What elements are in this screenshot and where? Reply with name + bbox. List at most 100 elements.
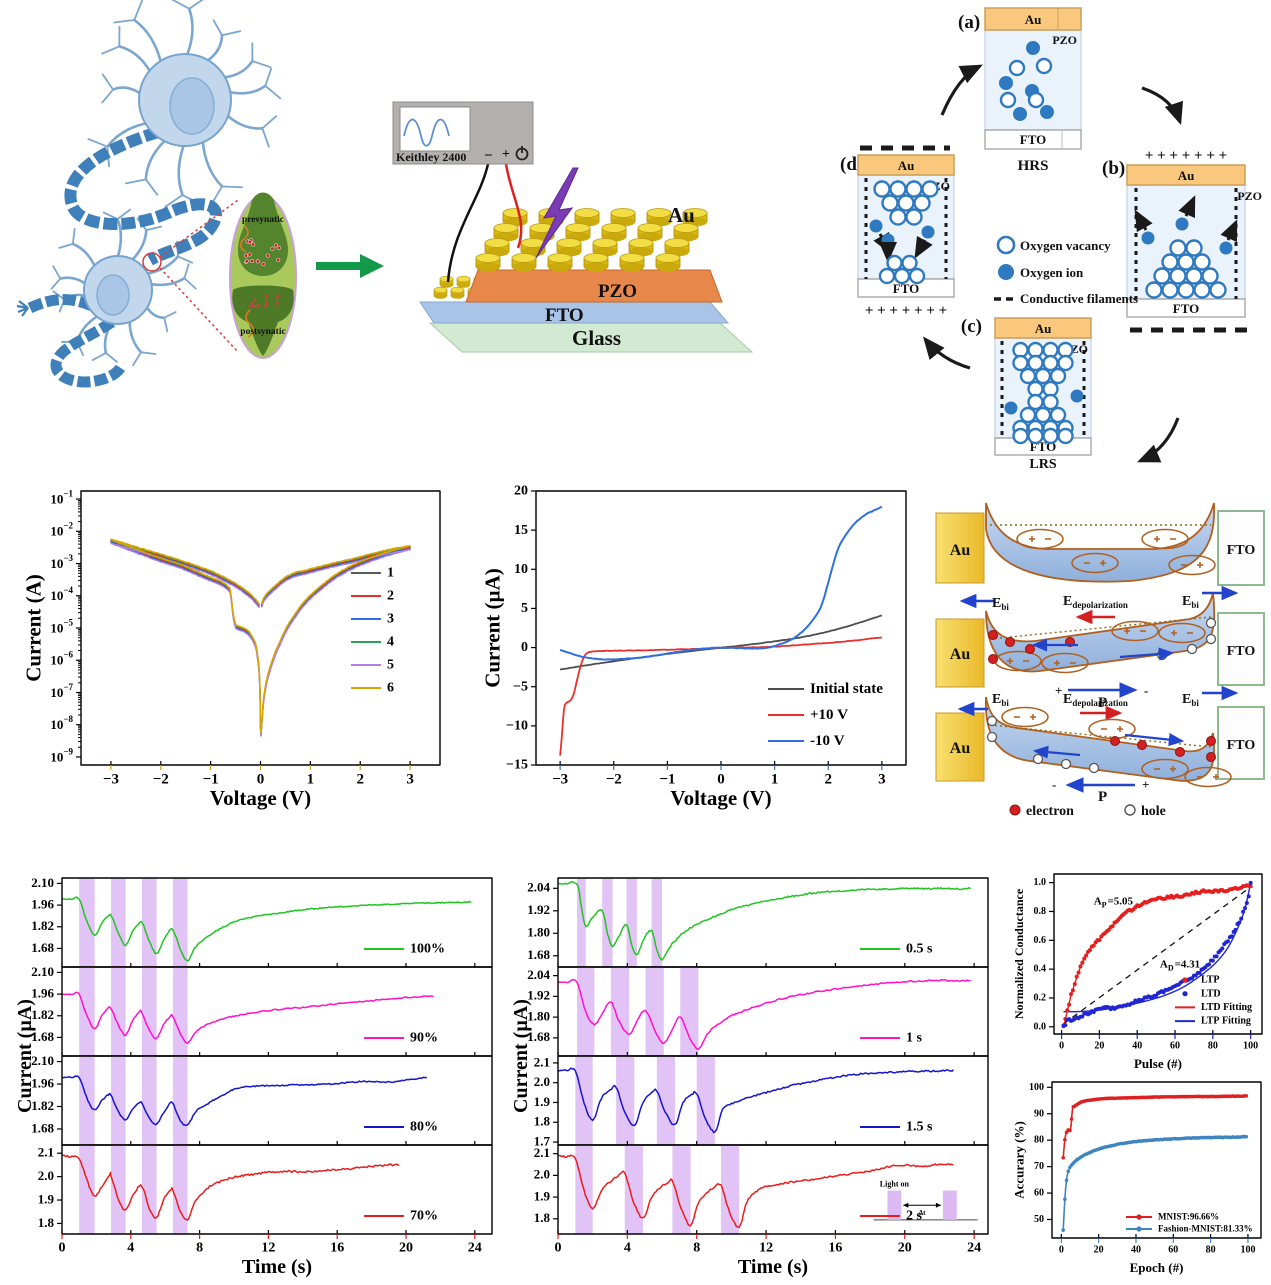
nerve-ending (16, 300, 29, 317)
fto-label: FTO (545, 305, 584, 326)
au-a (984, 7, 1082, 31)
fermi-level (989, 616, 1212, 640)
polarization-label: P (1098, 695, 1107, 711)
au-electrode (935, 618, 985, 688)
ebi-label: Ebi (1182, 594, 1199, 610)
presynaptic-label: presynatic (242, 215, 284, 225)
hrs-label: HRS (1018, 158, 1049, 174)
fto-label: FTO (1227, 738, 1256, 753)
au-label: Au (668, 203, 695, 227)
ltp-ltd-chart (1008, 866, 1271, 1082)
neuron1-dendrites (87, 0, 282, 208)
plus-row-b: + + + + + + + (1145, 148, 1227, 164)
ebi-label: Ebi (992, 596, 1009, 612)
au-electrode (935, 712, 985, 782)
pulse-interval-response-chart (508, 872, 1000, 1285)
light-pulse-icon (535, 167, 579, 259)
postsynaptic-label: postsynatic (240, 327, 285, 337)
oxygen-ion-icon (998, 264, 1014, 280)
electron-icon (1009, 804, 1021, 816)
receptor-squiggle-1 (239, 225, 249, 253)
au-c-label: Au (1035, 321, 1052, 336)
au-electrode (935, 512, 985, 584)
fto-electrode (1217, 510, 1265, 586)
accuracy-chart (1008, 1076, 1271, 1285)
light-intensity-response-chart (12, 872, 504, 1285)
pzo-label: PZO (598, 281, 637, 302)
fto-electrode (1217, 706, 1265, 780)
au-pad-array (475, 208, 708, 272)
au-b-label: Au (1178, 168, 1195, 183)
au-a-label: Au (1025, 12, 1042, 27)
edepolarization-label: Edepolarization (1063, 692, 1128, 708)
fto-b (1126, 298, 1246, 318)
polarization-minus: - (1144, 683, 1148, 698)
band-region-1 (985, 502, 1216, 583)
polarization-plus: + (1055, 683, 1062, 698)
synapse-zoom-marker (142, 252, 162, 272)
keithley-screen (399, 106, 471, 152)
polarization-plus: + (1142, 777, 1149, 792)
neuron-illustration: presynatic postsynatic (16, 0, 297, 388)
au-label: Au (950, 542, 971, 559)
band-diagram: Au FTO Au FTO Ebi Edepolarization Ebi + … (935, 502, 1265, 819)
minus-terminal: − (484, 148, 493, 164)
au-label: Au (950, 740, 971, 757)
fto-b-label: FTO (1173, 301, 1200, 316)
flow-arrow-icon (316, 254, 384, 278)
axon-chain-3 (50, 317, 126, 388)
ebi-label: Ebi (992, 692, 1009, 708)
fto-label: FTO (1227, 543, 1256, 558)
fto-electrode (1217, 612, 1265, 686)
glass-label: Glass (572, 326, 621, 350)
neurotransmitter-dots (243, 238, 281, 308)
au-label: Au (950, 646, 971, 663)
legend-filaments-label: Conductive filaments (1020, 291, 1138, 306)
hole-label: hole (1141, 804, 1166, 819)
oxygen-vacancy-icon (996, 235, 1016, 255)
instrument-label: Keithley 2400 (396, 150, 466, 164)
fto-d-label: FTO (893, 281, 920, 296)
au-d-label: Au (898, 158, 915, 173)
cycle-arrow-c-to-d (922, 336, 971, 370)
cycle-arrow-a-to-b (1141, 86, 1184, 126)
au-d (857, 154, 955, 176)
au-b (1126, 164, 1246, 186)
panel-c-label: (c) (961, 316, 982, 337)
cycle-arrow-b-to-c (1137, 417, 1180, 463)
lrs-label: LRS (1029, 457, 1056, 470)
plus-row-d: + + + + + + + (865, 303, 947, 319)
positive-wire (504, 163, 523, 249)
neuron2-nucleus (96, 274, 130, 316)
hole-icon (1124, 804, 1136, 816)
fto-a-label: FTO (1020, 132, 1047, 147)
fto-label: FTO (1227, 644, 1256, 659)
legend-vacancy-label: Oxygen vacancy (1020, 238, 1111, 253)
fto-a (984, 129, 1082, 150)
waveform-icon (403, 118, 450, 147)
panel-a-label: (a) (958, 12, 980, 33)
pzo-b-label: PZO (1237, 189, 1262, 203)
carriers-and-dipoles (986, 528, 1232, 788)
legend-ion-label: Oxygen ion (1020, 265, 1084, 280)
receptor-squiggle-2 (245, 309, 255, 338)
edepolarization-label: Edepolarization (1063, 594, 1128, 610)
cycle-arrow-d-to-a (940, 64, 983, 116)
switching-mechanism-diagram: (a) Au PZO FTO HRS (b) + + + + + + + Au … (840, 7, 1262, 470)
band-region-2 (985, 592, 1216, 673)
pzo-layer (465, 269, 723, 303)
polarization-label: P (1098, 789, 1107, 805)
iv-endurance-log-chart (15, 483, 452, 820)
plus-terminal: + (502, 147, 510, 162)
panel-b-label: (b) (1102, 158, 1125, 179)
iv-poled-chart (478, 483, 920, 820)
polarization-minus: - (1052, 777, 1056, 792)
pzo-a-label: PZO (1052, 33, 1077, 47)
negative-wire (446, 163, 490, 283)
vacancy-ion-clusters (869, 41, 1238, 445)
neuron1-nucleus (169, 77, 215, 135)
zoom-line-bottom (159, 267, 239, 353)
axon-chain-1 (64, 126, 222, 266)
ebi-label: Ebi (1182, 692, 1199, 708)
